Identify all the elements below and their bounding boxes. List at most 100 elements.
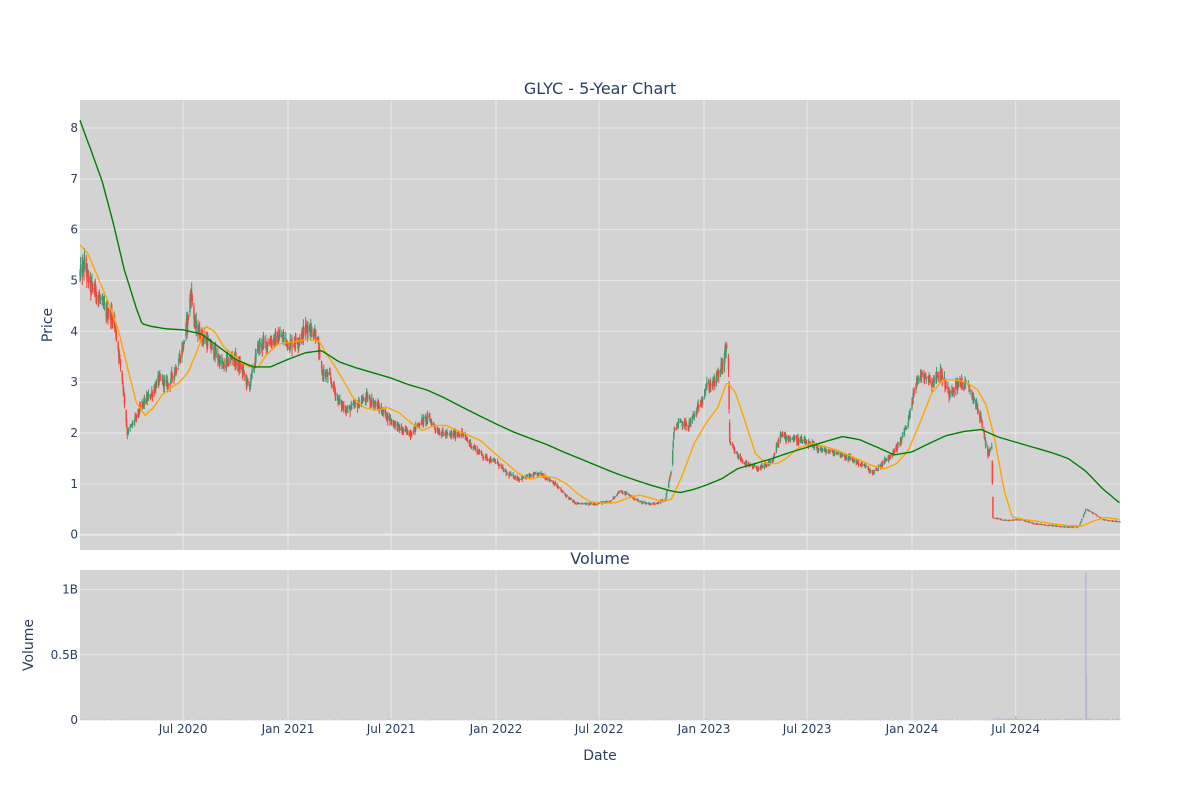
candle-body — [267, 345, 268, 346]
candle-body — [247, 382, 248, 384]
volume-bar — [1041, 719, 1042, 720]
candle-body — [177, 369, 178, 370]
candle-body — [144, 398, 145, 404]
candle-body — [890, 455, 891, 456]
candle-body — [674, 428, 675, 429]
candle-body — [511, 474, 512, 475]
candle-body — [423, 417, 424, 423]
candle-body — [762, 466, 763, 468]
candle-body — [331, 380, 332, 383]
candle-body — [311, 328, 312, 335]
candle-body — [1081, 521, 1082, 522]
candle-body — [650, 503, 651, 504]
candle-body — [1089, 511, 1090, 512]
price-axis-title: Price — [40, 308, 56, 342]
candle-body — [355, 403, 356, 404]
volume-bar — [1009, 719, 1010, 720]
price-tick-label: 1 — [70, 477, 78, 491]
candle-body — [678, 422, 679, 423]
candle-body — [1041, 524, 1042, 525]
candle-body — [156, 382, 157, 388]
candle-body — [108, 315, 109, 316]
candle-body — [1084, 513, 1085, 514]
volume-bar — [395, 719, 396, 720]
volume-bar — [1033, 719, 1034, 720]
volume-bar — [628, 719, 629, 720]
candle-body — [988, 454, 989, 455]
candle-body — [1083, 515, 1084, 517]
x-axis-title: Date — [583, 748, 616, 764]
volume-bar — [1029, 719, 1030, 720]
volume-bar — [1077, 718, 1078, 720]
candle-body — [455, 432, 456, 438]
candle-body — [698, 405, 699, 408]
x-tick-label: Jul 2023 — [782, 722, 832, 736]
candle-body — [1097, 516, 1098, 517]
candle-body — [938, 376, 939, 381]
candle-body — [184, 341, 185, 344]
candle-body — [582, 504, 583, 505]
candle-body — [682, 421, 683, 425]
candle-body — [467, 440, 468, 441]
candle-body — [169, 384, 170, 386]
volume-bar — [499, 719, 500, 720]
candle-body — [705, 390, 706, 391]
volume-bar — [993, 719, 994, 720]
candle-body — [351, 404, 352, 405]
volume-bar — [1005, 719, 1006, 720]
candle-body — [243, 371, 244, 374]
candle-body — [702, 398, 703, 400]
x-tick-label: Jul 2020 — [158, 722, 208, 736]
volume-bar — [1073, 719, 1074, 720]
candle-body — [1069, 527, 1070, 528]
volume-axis-title: Volume — [21, 619, 37, 671]
candle-body — [495, 462, 496, 463]
candle-body — [786, 436, 787, 440]
candle-body — [666, 491, 667, 493]
x-tick-label: Jan 2022 — [469, 722, 523, 736]
candle-body — [535, 473, 536, 474]
x-tick-label: Jul 2024 — [990, 722, 1040, 736]
candle-body — [673, 442, 674, 448]
candle-body — [981, 421, 982, 427]
candle-body — [442, 431, 443, 432]
candle-body — [670, 476, 671, 477]
candle-body — [658, 502, 659, 503]
candle-body — [882, 463, 883, 466]
candle-body — [227, 358, 228, 366]
candle-body — [672, 451, 673, 464]
candle-body — [992, 461, 993, 483]
volume-bar — [1017, 719, 1018, 720]
candle-body — [176, 368, 177, 373]
candle-body — [239, 363, 240, 369]
candle-body — [523, 477, 524, 478]
candle-body — [382, 413, 383, 414]
candle-body — [704, 394, 705, 395]
candle-body — [896, 449, 897, 450]
candle-body — [160, 377, 161, 378]
candle-body — [515, 476, 516, 478]
candle-body — [690, 420, 691, 423]
candle-body — [1001, 520, 1002, 521]
volume-bar — [1045, 718, 1046, 720]
candle-body — [100, 298, 101, 300]
candle-body — [1037, 524, 1038, 525]
candle-body — [481, 452, 482, 453]
candle-body — [590, 504, 591, 505]
candle-body — [463, 435, 464, 436]
volume-bar — [1053, 719, 1054, 720]
candle-body — [728, 385, 729, 409]
candle-body — [507, 473, 508, 474]
candle-body — [1017, 520, 1018, 521]
candle-body — [770, 461, 771, 462]
candle-body — [858, 462, 859, 465]
volume-bar — [1021, 719, 1022, 720]
candle-body — [164, 379, 165, 386]
candle-body — [503, 469, 504, 472]
volume-bar — [768, 719, 769, 720]
candle-body — [419, 425, 420, 426]
